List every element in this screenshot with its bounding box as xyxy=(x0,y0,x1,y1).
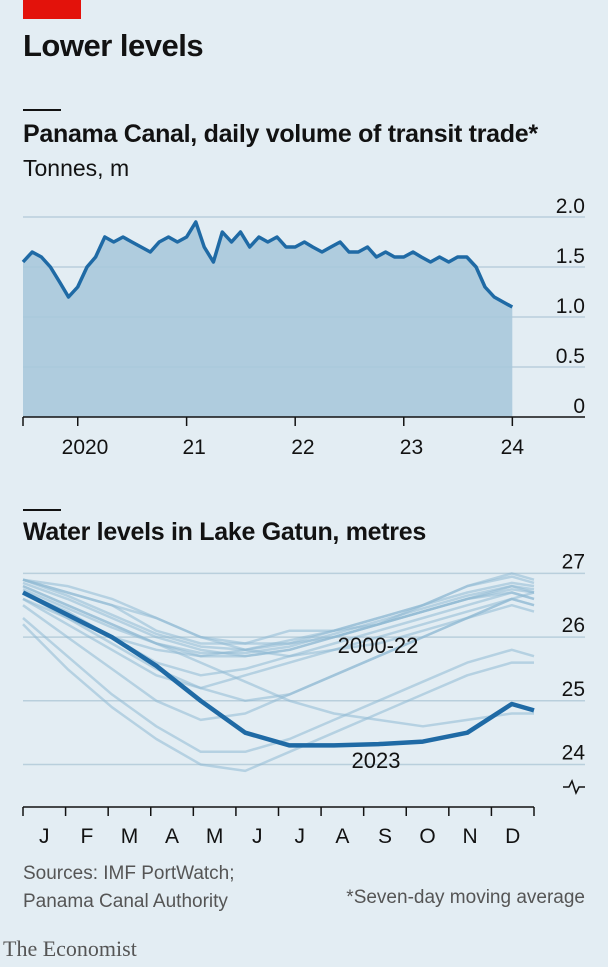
chart2-x-tick-label: J xyxy=(252,825,263,848)
chart1-title: Panama Canal, daily volume of transit tr… xyxy=(23,120,538,148)
chart1-subtitle: Tonnes, m xyxy=(23,155,130,181)
chart2-annotation-2023: 2023 xyxy=(352,748,401,773)
chart2-x-tick-label: M xyxy=(206,825,224,848)
chart2-x-tick-label: D xyxy=(505,825,520,848)
chart1-x-tick-label: 2020 xyxy=(62,436,109,459)
chart1-y-tick-label: 2.0 xyxy=(556,195,585,218)
chart2-x-tick-label: O xyxy=(419,825,435,848)
chart1-x-tick-label: 23 xyxy=(400,436,423,459)
chart1-x-tick-label: 24 xyxy=(501,436,525,459)
chart2-rule xyxy=(23,509,61,511)
chart2-canvas: 24 25 26 27 2000-22 2023 J F M A M J J A S O N D xyxy=(21,550,586,848)
chart2-title: Water levels in Lake Gatun, metres xyxy=(23,518,426,546)
chart2-y-tick-label: 24 xyxy=(562,742,586,765)
chart2-y-tick-label: 25 xyxy=(562,678,585,701)
chart1-series-line xyxy=(21,220,514,309)
chart2-x-tick-label: M xyxy=(121,825,139,848)
chart2-historic-line xyxy=(22,617,535,754)
chart1-x-tick-label: 21 xyxy=(182,436,205,459)
chart2-historic-line xyxy=(22,591,535,703)
headline: Lower levels xyxy=(23,28,204,63)
chart1-rule xyxy=(23,109,61,111)
sources-line-2: Panama Canal Authority xyxy=(23,891,228,912)
brand-wordmark: The Economist xyxy=(3,936,137,961)
sources: Sources: IMF PortWatch; Panama Canal Aut… xyxy=(23,860,235,916)
chart1-area xyxy=(23,222,513,417)
brand-red-tag xyxy=(23,0,81,19)
chart2-historic-line xyxy=(22,597,535,690)
chart2-x-tick-label: A xyxy=(335,825,349,848)
chart2-y-tick-label: 27 xyxy=(562,550,585,573)
chart2-x-tick-label: F xyxy=(80,825,93,848)
chart2-x-tick-label: J xyxy=(295,825,306,848)
chart1-y-tick-label: 0.5 xyxy=(556,345,585,368)
chart2-annotation-2000-22: 2000-22 xyxy=(338,633,419,658)
axis-break-icon xyxy=(563,779,585,795)
chart2-x-tick-label: N xyxy=(463,825,478,848)
chart2-historic-line xyxy=(22,584,535,655)
sources-line-1: Sources: IMF PortWatch; xyxy=(23,863,235,884)
chart1-y-tick-label: 0 xyxy=(573,395,585,418)
chart2-historic-line xyxy=(22,584,534,728)
chart1-y-tick-label: 1.0 xyxy=(556,295,585,318)
chart2-x-tick-label: J xyxy=(39,825,50,848)
chart2-historic-line xyxy=(22,623,534,773)
chart2-x-tick-label: A xyxy=(165,825,179,848)
chart1-x-tick-label: 22 xyxy=(291,436,314,459)
chart2-2023-line xyxy=(21,590,535,748)
chart2-y-tick-label: 26 xyxy=(562,614,585,637)
chart2-historic-line xyxy=(22,572,535,658)
chart1-y-tick-label: 1.5 xyxy=(556,245,585,268)
chart2-historic-line xyxy=(22,578,535,652)
chart2-x-tick-label: S xyxy=(378,825,392,848)
footnote: *Seven-day moving average xyxy=(346,887,585,908)
chart1-canvas: 0 0.5 1.0 1.5 2.0 2020 21 22 23 24 xyxy=(21,195,585,459)
